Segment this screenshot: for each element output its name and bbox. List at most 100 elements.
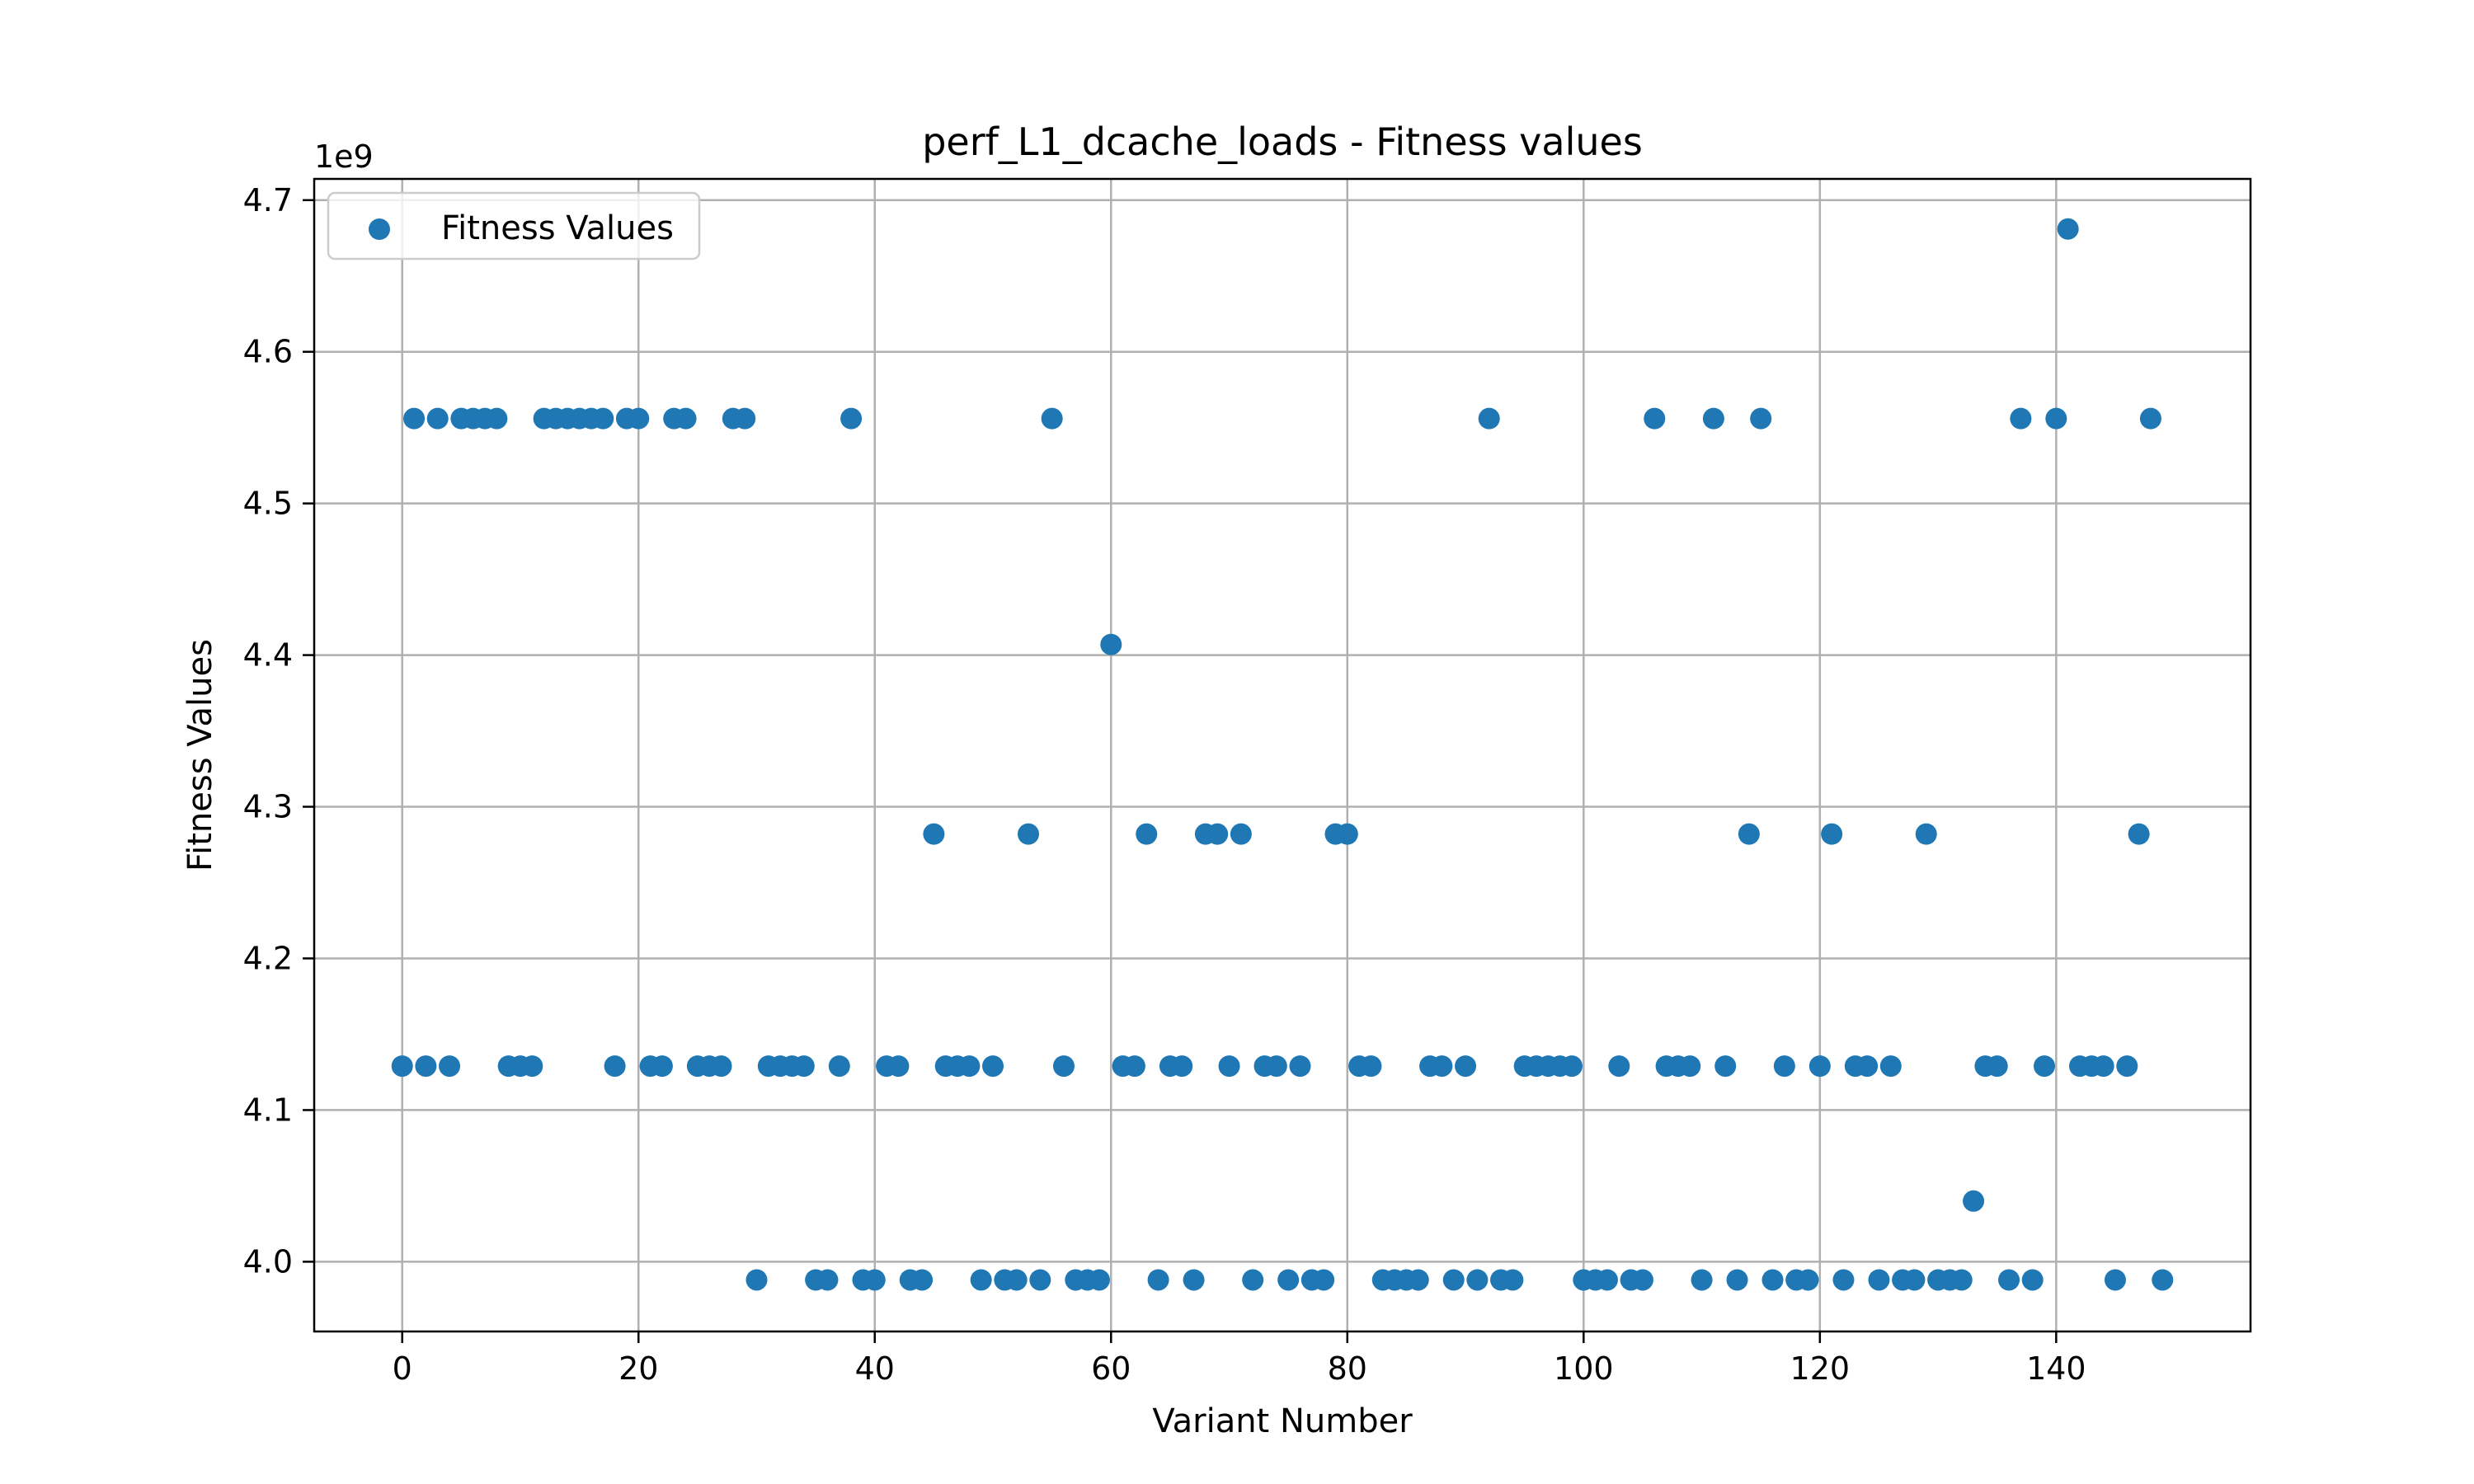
data-point xyxy=(521,1055,543,1078)
legend-marker xyxy=(369,218,390,240)
data-point xyxy=(1431,1055,1453,1078)
data-point xyxy=(1171,1055,1193,1078)
data-point xyxy=(1466,1269,1489,1291)
data-point xyxy=(1005,1269,1028,1291)
legend-label: Fitness Values xyxy=(441,209,674,247)
data-point xyxy=(1750,407,1772,430)
data-point xyxy=(391,1055,413,1078)
x-tick-label: 20 xyxy=(618,1350,658,1387)
data-point xyxy=(592,407,614,430)
data-point xyxy=(734,407,756,430)
data-point xyxy=(1265,1055,1287,1078)
data-point xyxy=(1596,1269,1618,1291)
data-point xyxy=(415,1055,437,1078)
data-point xyxy=(2045,407,2067,430)
data-point xyxy=(1289,1055,1311,1078)
data-point xyxy=(1277,1269,1300,1291)
data-point xyxy=(828,1055,850,1078)
x-axis-label: Variant Number xyxy=(1152,1402,1413,1440)
data-point xyxy=(2116,1055,2138,1078)
x-tick-label: 120 xyxy=(1790,1350,1851,1387)
data-points xyxy=(391,218,2174,1291)
data-point xyxy=(2139,407,2161,430)
data-point xyxy=(1442,1269,1465,1291)
x-tick-label: 60 xyxy=(1091,1350,1131,1387)
data-point xyxy=(1963,1190,1985,1212)
y-tick-label: 4.2 xyxy=(243,940,293,976)
data-point xyxy=(840,407,863,430)
grid-lines xyxy=(314,179,2251,1331)
y-axis-label: Fitness Values xyxy=(181,639,219,871)
data-point xyxy=(2104,1269,2126,1291)
data-point xyxy=(2092,1055,2114,1078)
data-point xyxy=(970,1269,992,1291)
data-point xyxy=(2034,1055,2056,1078)
data-point xyxy=(1868,1269,1890,1291)
data-point xyxy=(1502,1269,1524,1291)
y-offset-label: 1e9 xyxy=(314,139,374,175)
legend: Fitness Values xyxy=(327,191,701,261)
data-point xyxy=(793,1055,815,1078)
data-point xyxy=(1631,1269,1653,1291)
chart-title: perf_L1_dcache_loads - Fitness values xyxy=(922,120,1643,164)
x-tick-label: 100 xyxy=(1554,1350,1614,1387)
data-point xyxy=(2010,407,2032,430)
data-point xyxy=(1950,1269,1973,1291)
data-point xyxy=(675,407,697,430)
data-point xyxy=(2057,218,2079,240)
x-tick-label: 0 xyxy=(393,1350,412,1387)
data-point xyxy=(923,823,945,845)
data-point xyxy=(1726,1269,1748,1291)
plot-area-frame xyxy=(313,177,2252,1333)
data-point xyxy=(982,1055,1004,1078)
data-point xyxy=(2021,1269,2044,1291)
data-point xyxy=(911,1269,934,1291)
data-point xyxy=(1136,823,1158,845)
data-point xyxy=(710,1055,732,1078)
data-point xyxy=(1455,1055,1477,1078)
data-point xyxy=(1808,1055,1831,1078)
data-point xyxy=(1560,1055,1583,1078)
data-point xyxy=(958,1055,981,1078)
y-tick-label: 4.6 xyxy=(243,334,293,370)
data-point xyxy=(2152,1269,2174,1291)
y-tick-label: 4.5 xyxy=(243,486,293,522)
data-point xyxy=(1336,823,1358,845)
data-point xyxy=(1242,1269,1264,1291)
data-point xyxy=(1147,1269,1169,1291)
axis-ticks: 0 20 40 60 80 100 120 140 4.0 4.1 4.2 4.3 4.4 4.5 4.6 4… xyxy=(243,182,2086,1387)
y-tick-label: 4.3 xyxy=(243,789,293,825)
data-point xyxy=(1773,1055,1795,1078)
x-tick-label: 40 xyxy=(855,1350,895,1387)
data-point xyxy=(1761,1269,1784,1291)
data-point xyxy=(1702,407,1724,430)
data-point xyxy=(604,1055,626,1078)
y-tick-label: 4.1 xyxy=(243,1092,293,1128)
data-point xyxy=(1915,823,1937,845)
data-point xyxy=(1986,1055,2008,1078)
x-tick-label: 140 xyxy=(2026,1350,2086,1387)
data-point xyxy=(1088,1269,1110,1291)
data-point xyxy=(1218,1055,1240,1078)
data-point xyxy=(651,1055,673,1078)
data-point xyxy=(887,1055,910,1078)
data-point xyxy=(403,407,426,430)
data-point xyxy=(863,1269,886,1291)
data-point xyxy=(1206,823,1229,845)
data-point xyxy=(1041,407,1063,430)
data-point xyxy=(1478,407,1500,430)
data-point xyxy=(1832,1269,1855,1291)
data-point xyxy=(1407,1269,1429,1291)
data-point xyxy=(1183,1269,1205,1291)
data-point xyxy=(486,407,508,430)
data-point xyxy=(1903,1269,1926,1291)
data-point xyxy=(1052,1055,1075,1078)
data-point xyxy=(1029,1269,1051,1291)
data-point xyxy=(1856,1055,1879,1078)
data-point xyxy=(1360,1055,1382,1078)
y-tick-label: 4.4 xyxy=(243,637,293,674)
data-point xyxy=(1821,823,1843,845)
data-point xyxy=(628,407,650,430)
data-point xyxy=(1644,407,1666,430)
